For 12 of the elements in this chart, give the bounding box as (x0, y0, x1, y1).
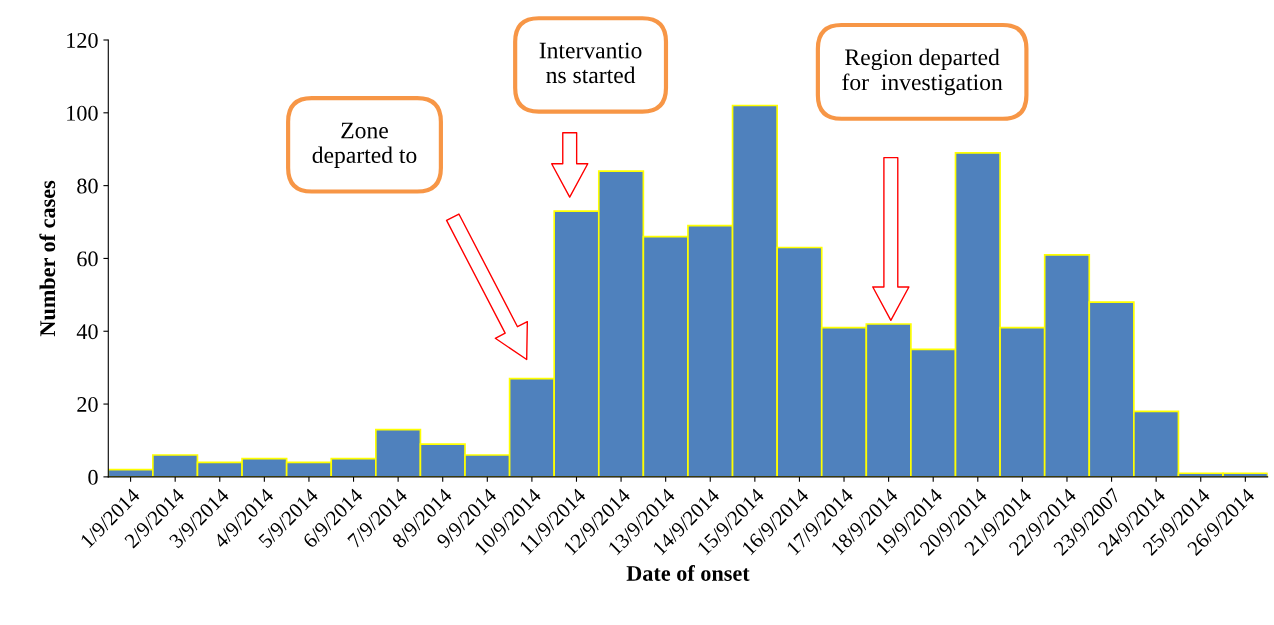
y-tick-label: 100 (67, 105, 98, 121)
annotation: Intervantio ns started (539, 42, 642, 84)
annotation: Region departed for investigation (842, 48, 1003, 96)
y-tick-label: 120 (67, 32, 98, 48)
annotation: Zone departed to (312, 122, 417, 168)
y-tick-label: 40 (76, 324, 98, 340)
y-tick-label: 60 (77, 251, 98, 267)
y-tick-label: 80 (77, 178, 98, 194)
y-tick-label: 20 (77, 396, 98, 412)
y-tick-label: 0 (88, 469, 98, 485)
y-axis-title: Number of cases (39, 180, 56, 337)
x-axis-title: Date of onset (626, 565, 750, 581)
